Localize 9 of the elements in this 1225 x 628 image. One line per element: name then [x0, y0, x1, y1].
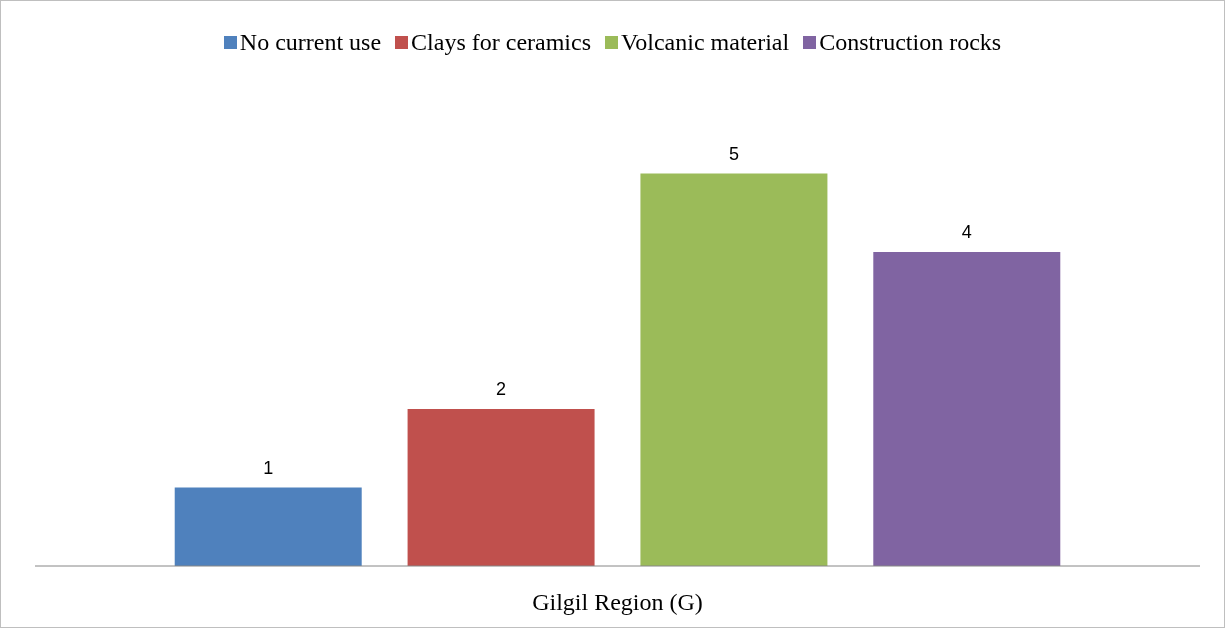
legend-label: Construction rocks — [819, 28, 1002, 56]
data-label: 5 — [728, 143, 739, 164]
legend-label: Volcanic material — [621, 28, 790, 56]
legend-label: No current use — [239, 28, 382, 56]
legend-label: Clays for ceramics — [411, 28, 592, 56]
data-label: 1 — [263, 457, 274, 478]
x-axis-title: Gilgil Region (G) — [532, 589, 703, 615]
data-label: 2 — [496, 379, 507, 399]
data-label: 4 — [961, 222, 972, 242]
